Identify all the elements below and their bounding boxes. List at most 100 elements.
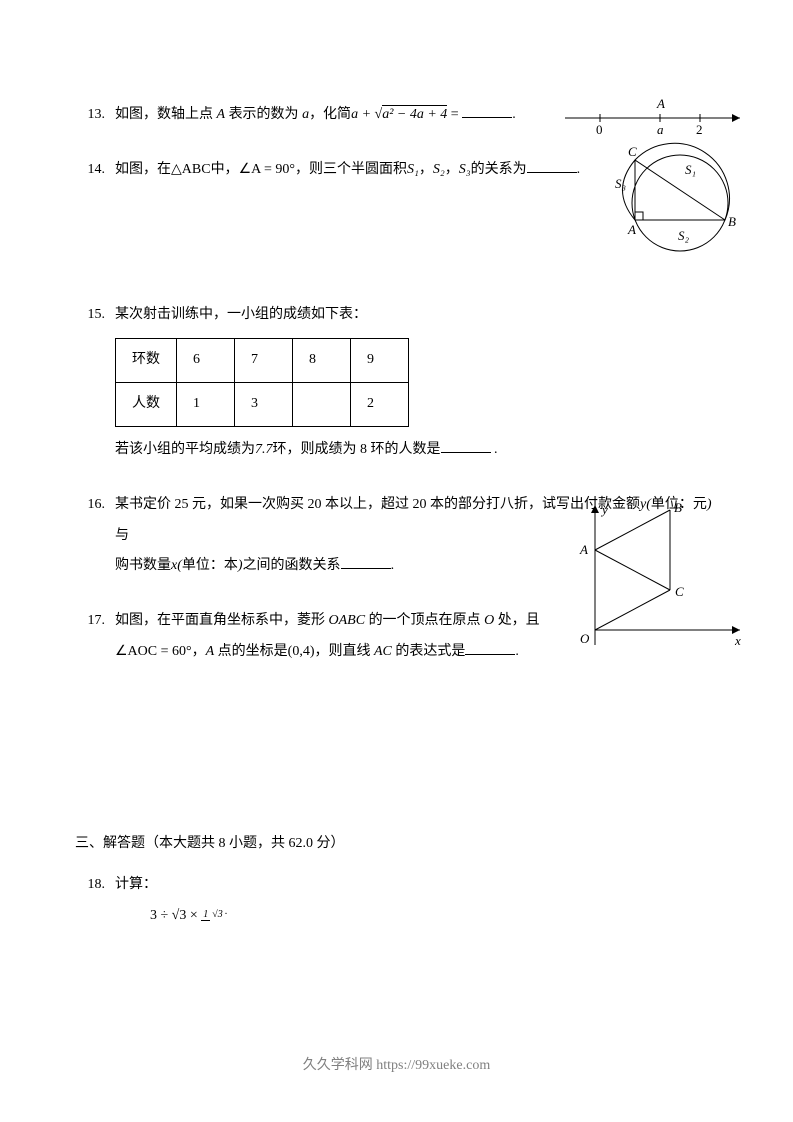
q17-l2-p2: 点的坐标是 bbox=[214, 644, 288, 659]
q15-body: 某次射击训练中，一小组的成绩如下表： bbox=[115, 300, 718, 331]
q15-l2-p1: 若该小组的平均成绩为 bbox=[115, 442, 255, 457]
q13-sqrt-body: a² − 4a + 4 bbox=[382, 105, 447, 122]
nl-label-0: 0 bbox=[596, 122, 603, 136]
q17-ac: AC bbox=[374, 644, 392, 659]
nl-label-A: A bbox=[656, 96, 665, 111]
cir-B: B bbox=[728, 214, 736, 229]
q17-a: A bbox=[206, 644, 215, 659]
q16-x: x( bbox=[171, 558, 182, 573]
table-row: 人数 1 3 2 bbox=[116, 383, 409, 427]
q13-text3: ，化简 bbox=[309, 107, 351, 122]
q14-s3: S₃ bbox=[459, 162, 471, 177]
q13-var-a: a bbox=[302, 107, 309, 122]
table-cell: 2 bbox=[351, 383, 409, 427]
q15-blank bbox=[441, 439, 491, 453]
q14-triangle: △ABC bbox=[171, 162, 211, 177]
q18-expr-end: . bbox=[225, 906, 228, 917]
table-cell: 9 bbox=[351, 339, 409, 383]
q17-angle: ∠AOC = 60° bbox=[115, 644, 192, 659]
figure-circles: A B C S₁ S₂ S₃ bbox=[590, 138, 755, 258]
nl-label-a: a bbox=[657, 122, 664, 136]
q16-l2-p1: 购书数量 bbox=[115, 558, 171, 573]
cir-S2: S₂ bbox=[678, 228, 690, 243]
q17-l1-p1: 如图，在平面直角坐标系中，菱形 bbox=[115, 613, 329, 628]
q13-expr-a: a bbox=[351, 107, 358, 122]
q15-avg: 7.7 bbox=[255, 442, 273, 457]
q17-blank bbox=[465, 641, 515, 655]
q17-l2-p4: 的表达式是 bbox=[392, 644, 466, 659]
q14-c1: ， bbox=[419, 162, 433, 177]
q18-number: 18. bbox=[75, 870, 105, 901]
q13-text2: 表示的数为 bbox=[225, 107, 302, 122]
cir-S3: S₃ bbox=[615, 176, 626, 191]
table-cell: 6 bbox=[177, 339, 235, 383]
q17-l2-p1: ， bbox=[192, 644, 206, 659]
q18-den: √3 bbox=[210, 909, 225, 920]
question-15: 15. 某次射击训练中，一小组的成绩如下表： 环数 6 7 8 9 人数 1 3… bbox=[75, 300, 718, 466]
table-row: 环数 6 7 8 9 bbox=[116, 339, 409, 383]
nl-label-2: 2 bbox=[696, 122, 703, 136]
table-cell: 环数 bbox=[116, 339, 177, 383]
q18-frac: 1√3 bbox=[201, 910, 225, 920]
cir-A: A bbox=[627, 222, 636, 237]
table-cell: 7 bbox=[235, 339, 293, 383]
q14-number: 14. bbox=[75, 155, 105, 186]
q17-l2-p3: ，则直线 bbox=[315, 644, 375, 659]
co-y: y bbox=[600, 502, 608, 517]
circles-svg: A B C S₁ S₂ S₃ bbox=[590, 138, 755, 253]
table-cell: 1 bbox=[177, 383, 235, 427]
figure-coord: O A B C x y bbox=[550, 500, 750, 665]
q18-text: 计算： bbox=[115, 877, 157, 892]
co-x: x bbox=[734, 633, 741, 648]
cir-C: C bbox=[628, 144, 637, 159]
q13-var-A: A bbox=[217, 107, 226, 122]
q17-oabc: OABC bbox=[329, 613, 366, 628]
q17-coord: (0,4) bbox=[288, 644, 315, 659]
q17-body: 如图，在平面直角坐标系中，菱形 OABC 的一个顶点在原点 O 处，且 ∠AOC… bbox=[115, 606, 555, 668]
q18-expr: 3 ÷ √3 × 1√3. bbox=[150, 908, 227, 923]
q15-l2-p2: 环，则成绩为 8 环的人数是 bbox=[273, 442, 441, 457]
q14-angle: ∠A = 90° bbox=[239, 162, 295, 177]
q15-table: 环数 6 7 8 9 人数 1 3 2 bbox=[115, 338, 409, 427]
coord-svg: O A B C x y bbox=[550, 500, 750, 660]
q14-blank bbox=[527, 159, 577, 173]
q13-number: 13. bbox=[75, 100, 105, 131]
q18-body: 计算： 3 ÷ √3 × 1√3. bbox=[115, 870, 718, 932]
q15-line1: 某次射击训练中，一小组的成绩如下表： bbox=[115, 307, 367, 322]
section-3-heading: 三、解答题（本大题共 8 小题，共 62.0 分） bbox=[75, 832, 718, 852]
numberline-svg: 0 A a 2 bbox=[560, 96, 750, 136]
q16-l1end: 与 bbox=[115, 528, 129, 543]
figure-numberline: 0 A a 2 bbox=[560, 96, 750, 141]
q14-s1: S₁ bbox=[407, 162, 419, 177]
table-cell: 3 bbox=[235, 383, 293, 427]
page-footer: 久久学科网 https://99xueke.com bbox=[0, 1054, 793, 1074]
q13-blank bbox=[462, 104, 512, 118]
q16-end: . bbox=[391, 558, 395, 573]
co-C: C bbox=[675, 584, 684, 599]
q16-blank bbox=[341, 555, 391, 569]
table-cell bbox=[293, 383, 351, 427]
q13-eq: = bbox=[447, 107, 462, 122]
q14-text3: ，则三个半圆面积 bbox=[295, 162, 407, 177]
table-cell: 人数 bbox=[116, 383, 177, 427]
q14-c2: ， bbox=[445, 162, 459, 177]
q13-expr-plus: + bbox=[358, 107, 374, 122]
q14-text4: 的关系为 bbox=[471, 162, 527, 177]
q14-text1: 如图，在 bbox=[115, 162, 171, 177]
q14-text2: 中， bbox=[211, 162, 239, 177]
q13-text1: 如图，数轴上点 bbox=[115, 107, 217, 122]
q18-num: 1 bbox=[201, 909, 210, 921]
q16-u2: 单位：本 bbox=[182, 558, 238, 573]
q16-l2-p2: 之间的函数关系 bbox=[243, 558, 341, 573]
co-B: B bbox=[674, 500, 682, 515]
q17-number: 17. bbox=[75, 606, 105, 637]
q13-end: . bbox=[512, 107, 516, 122]
q18-expr-p1: 3 ÷ √3 × bbox=[150, 908, 201, 923]
co-A: A bbox=[579, 542, 588, 557]
q15-end: . bbox=[494, 442, 498, 457]
q16-number: 16. bbox=[75, 490, 105, 521]
q15-line2: 若该小组的平均成绩为7.7环，则成绩为 8 环的人数是 . bbox=[75, 435, 718, 466]
q17-end: . bbox=[515, 644, 519, 659]
q15-number: 15. bbox=[75, 300, 105, 331]
cir-S1: S₁ bbox=[685, 162, 696, 177]
